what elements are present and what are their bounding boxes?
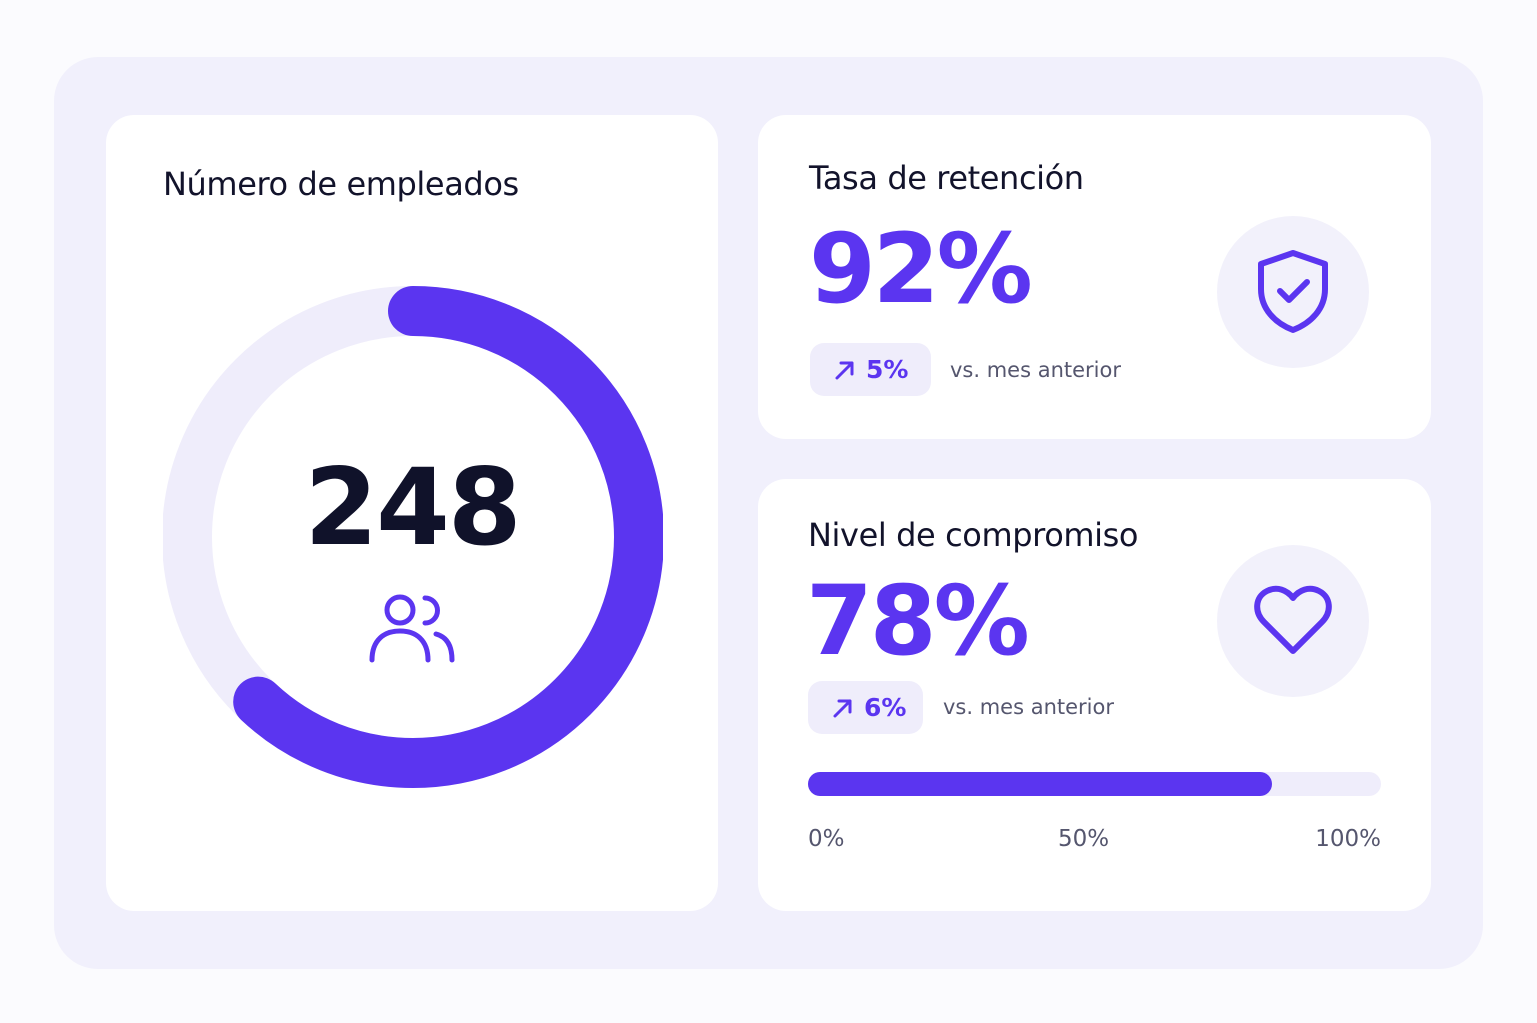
progress-scale-max: 100% (1315, 826, 1381, 852)
engagement-icon-badge (1217, 545, 1369, 697)
engagement-trend-value: 6% (864, 693, 907, 722)
retention-trend-badge: 5% (810, 343, 931, 396)
employee-count-title: Número de empleados (163, 165, 519, 203)
progress-scale-mid: 50% (1058, 826, 1110, 852)
retention-value: 92% (809, 213, 1033, 325)
engagement-title: Nivel de compromiso (808, 516, 1139, 554)
employee-count-card: Número de empleados 248 (106, 115, 718, 911)
retention-icon-badge (1217, 216, 1369, 368)
progress-scale-min: 0% (808, 826, 845, 852)
retention-title: Tasa de retención (809, 159, 1084, 197)
employee-ring-chart (163, 286, 663, 788)
employee-ring-progress (163, 286, 663, 788)
employee-count-value: 248 (304, 446, 521, 569)
retention-trend-caption: vs. mes anterior (950, 358, 1121, 382)
engagement-progress-bar (808, 772, 1381, 796)
arrow-up-right-icon (833, 699, 852, 717)
arrow-up-right-icon (835, 361, 854, 379)
retention-trend-value: 5% (866, 355, 909, 384)
engagement-trend-badge: 6% (808, 681, 923, 734)
engagement-card: Nivel de compromiso 78% 6% vs. mes anter… (758, 479, 1431, 911)
engagement-trend-caption: vs. mes anterior (943, 695, 1114, 719)
retention-card: Tasa de retención 92% 5% vs. mes anterio… (758, 115, 1431, 439)
users-icon (369, 594, 455, 663)
engagement-value: 78% (806, 565, 1030, 677)
engagement-progress-fill (808, 772, 1273, 796)
shield-check-icon (1258, 250, 1328, 333)
heart-icon (1254, 585, 1332, 654)
